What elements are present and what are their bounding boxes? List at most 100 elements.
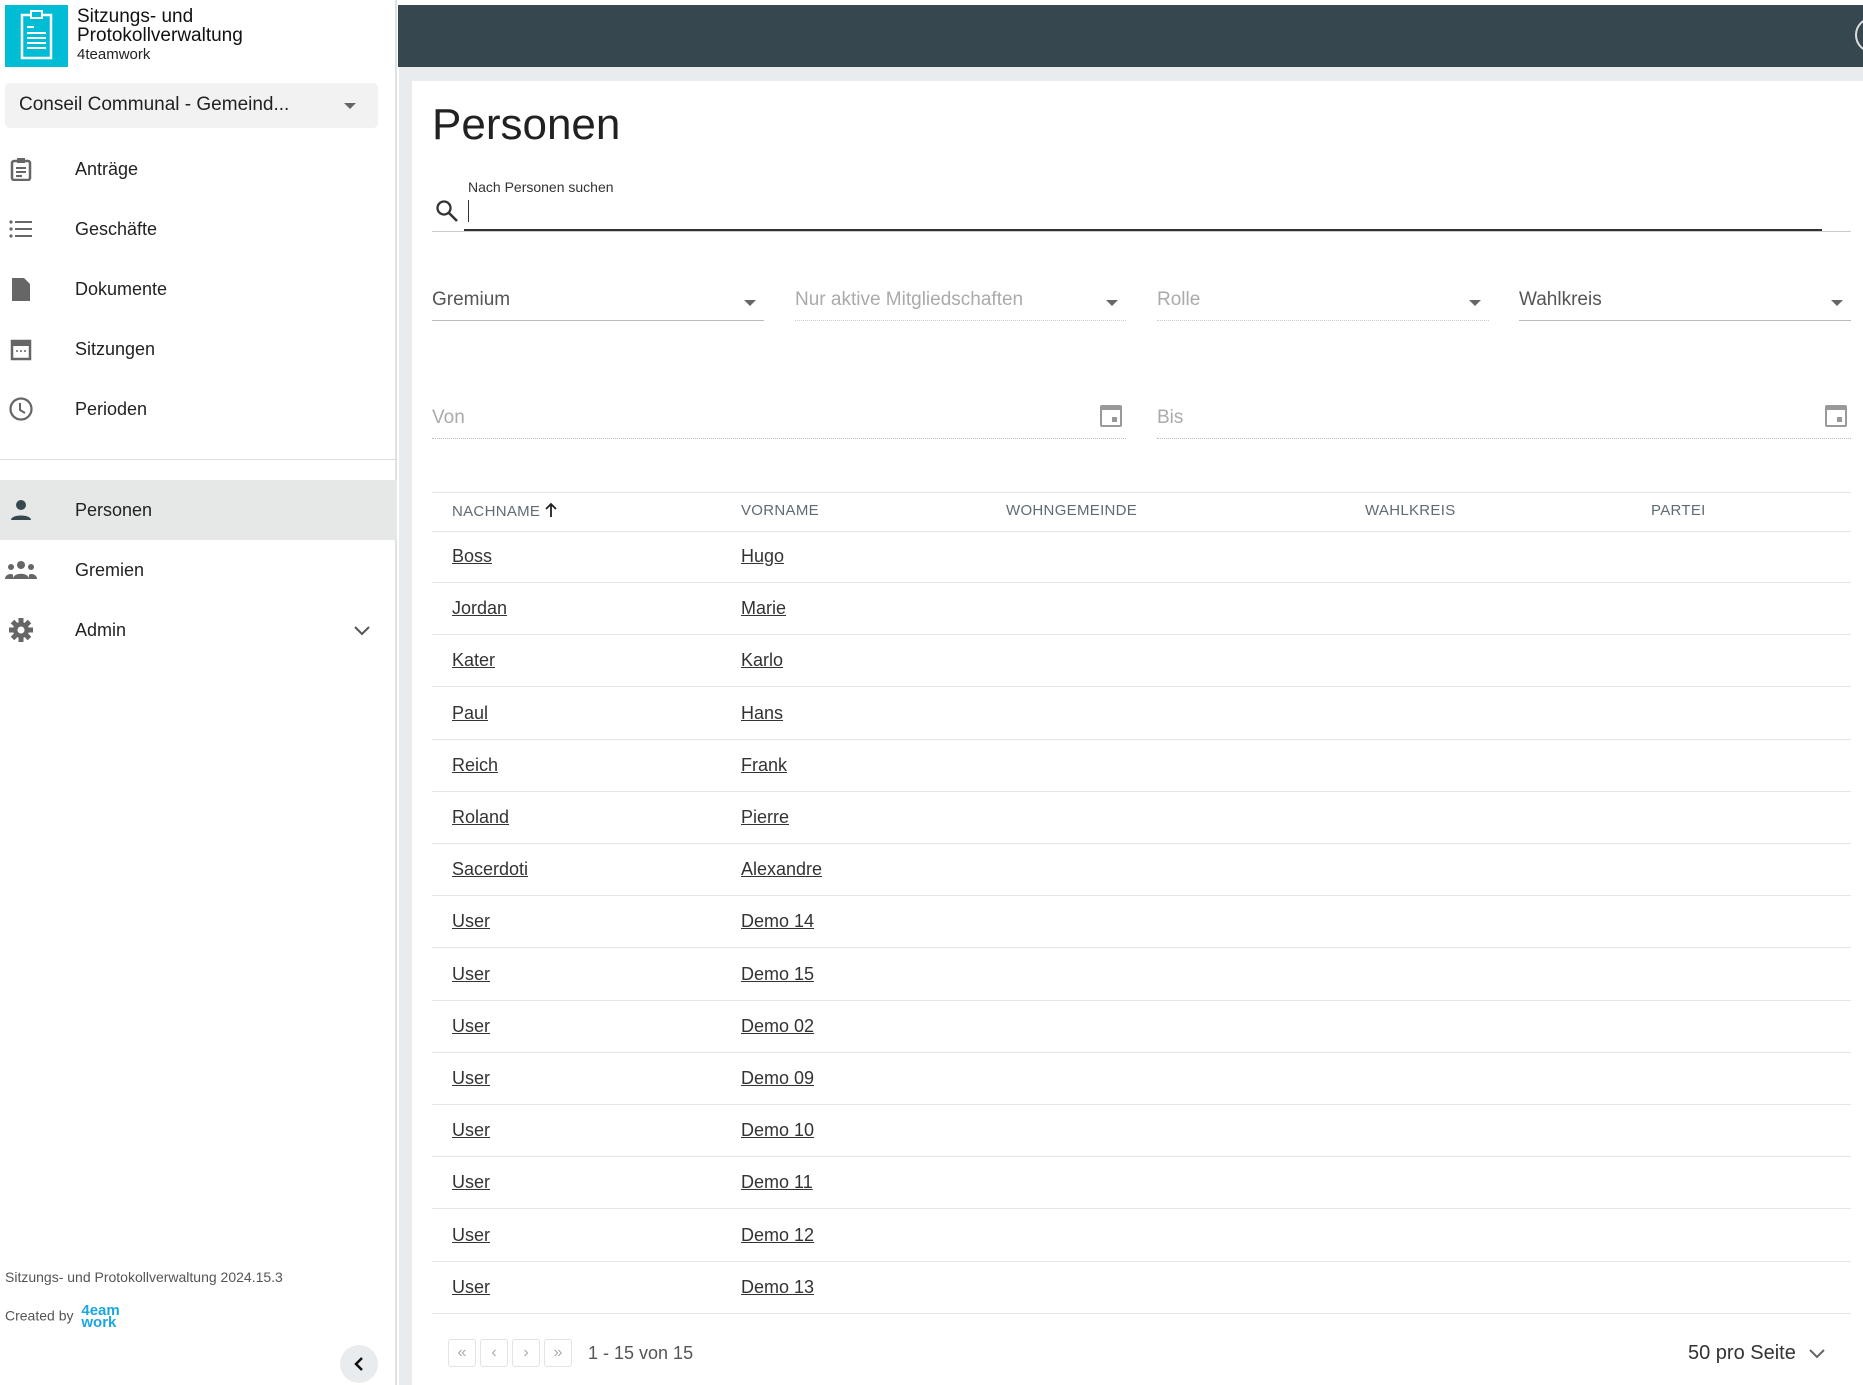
sidebar-divider bbox=[0, 459, 397, 460]
page-title: Personen bbox=[432, 100, 621, 149]
user-avatar[interactable] bbox=[1855, 17, 1863, 53]
search-divider bbox=[432, 231, 1851, 232]
nachname-link[interactable]: User bbox=[452, 1120, 491, 1141]
search-underline bbox=[464, 229, 1822, 231]
vorname-link[interactable]: Pierre bbox=[741, 807, 790, 827]
calendar-icon[interactable] bbox=[1825, 405, 1847, 427]
table-row: Jordan Marie bbox=[432, 583, 1851, 636]
mitgliedschaften-select[interactable]: Nur aktive Mitgliedschaften bbox=[795, 281, 1126, 321]
search-label: Nach Personen suchen bbox=[468, 179, 614, 195]
table-row: User Demo 14 bbox=[432, 896, 1851, 949]
dropdown-caret-icon bbox=[1106, 300, 1118, 306]
calendar-icon bbox=[8, 336, 34, 362]
vorname-link[interactable]: Demo 10 bbox=[741, 1120, 815, 1141]
nachname-link[interactable]: Roland bbox=[452, 807, 510, 827]
vorname-link[interactable]: Demo 14 bbox=[741, 911, 815, 932]
chevron-down-icon bbox=[354, 620, 370, 641]
vorname-link[interactable]: Alexandre bbox=[741, 859, 823, 880]
nachname-link[interactable]: User bbox=[452, 911, 491, 932]
gear-icon bbox=[8, 617, 34, 643]
table-row: Sacerdoti Alexandre bbox=[432, 844, 1851, 897]
vorname-link[interactable]: Marie bbox=[741, 598, 787, 619]
table-row: User Demo 12 bbox=[432, 1210, 1851, 1262]
sidebar-item-geschaefte[interactable]: Geschäfte bbox=[0, 199, 397, 259]
table-row: Paul Hans bbox=[432, 688, 1851, 740]
column-header-nachname[interactable]: NACHNAME bbox=[452, 502, 557, 520]
vorname-link[interactable]: Demo 13 bbox=[741, 1276, 815, 1297]
nachname-link[interactable]: User bbox=[452, 1172, 491, 1193]
next-page-button[interactable]: › bbox=[512, 1339, 540, 1367]
nav-label: Admin bbox=[75, 619, 127, 640]
rolle-select[interactable]: Rolle bbox=[1157, 281, 1489, 321]
nachname-link[interactable]: User bbox=[452, 1068, 491, 1088]
list-icon bbox=[8, 216, 34, 242]
collapse-sidebar-button[interactable] bbox=[340, 1345, 378, 1383]
dropdown-caret-icon bbox=[344, 103, 356, 109]
column-header-wohngemeinde[interactable]: WOHNGEMEINDE bbox=[1006, 502, 1138, 519]
nav-label: Perioden bbox=[75, 398, 148, 419]
dropdown-caret-icon bbox=[744, 300, 756, 306]
created-by: Created by 4eam work bbox=[5, 1302, 120, 1331]
gremium-select[interactable]: Gremium bbox=[432, 281, 764, 321]
nachname-link[interactable]: Reich bbox=[452, 754, 499, 775]
nachname-link[interactable]: User bbox=[452, 1015, 491, 1036]
context-select[interactable]: Conseil Communal - Gemeind... bbox=[5, 83, 378, 128]
vorname-link[interactable]: Hans bbox=[741, 702, 784, 723]
app-logo bbox=[5, 5, 68, 67]
bis-date-input[interactable]: Bis bbox=[1157, 399, 1851, 439]
column-header-wahlkreis[interactable]: WAHLKREIS bbox=[1365, 502, 1456, 519]
table-header-border bbox=[432, 531, 1851, 532]
von-date-input[interactable]: Von bbox=[432, 399, 1126, 439]
table-row: User Demo 15 bbox=[432, 949, 1851, 1001]
search-input[interactable] bbox=[464, 197, 1822, 229]
person-icon bbox=[8, 497, 34, 523]
nachname-link[interactable]: User bbox=[452, 1224, 491, 1245]
sidebar-item-dokumente[interactable]: Dokumente bbox=[0, 259, 397, 319]
sort-ascending-icon bbox=[545, 502, 557, 517]
clipboard-icon bbox=[8, 156, 34, 182]
nachname-link[interactable]: User bbox=[452, 963, 491, 984]
chevron-down-icon bbox=[1809, 1349, 1826, 1359]
last-page-button[interactable]: » bbox=[544, 1339, 572, 1367]
page-size-select[interactable]: 50 pro Seite bbox=[1688, 1342, 1826, 1365]
table-row: Kater Karlo bbox=[432, 635, 1851, 688]
column-header-partei[interactable]: PARTEI bbox=[1651, 502, 1706, 519]
vorname-link[interactable]: Demo 09 bbox=[741, 1068, 815, 1088]
calendar-icon[interactable] bbox=[1100, 405, 1122, 427]
nachname-link[interactable]: User bbox=[452, 1276, 491, 1297]
nachname-link[interactable]: Paul bbox=[452, 702, 489, 723]
nachname-link[interactable]: Sacerdoti bbox=[452, 859, 529, 880]
nav-label: Personen bbox=[75, 499, 153, 520]
sidebar-item-personen[interactable]: Personen bbox=[0, 480, 397, 540]
sidebar-item-perioden[interactable]: Perioden bbox=[0, 379, 397, 439]
vorname-link[interactable]: Demo 02 bbox=[741, 1015, 815, 1036]
vorname-link[interactable]: Frank bbox=[741, 754, 788, 775]
previous-page-button[interactable]: ‹ bbox=[480, 1339, 508, 1367]
vorname-link[interactable]: Karlo bbox=[741, 650, 784, 671]
vorname-link[interactable]: Demo 11 bbox=[741, 1172, 813, 1193]
vorname-link[interactable]: Demo 12 bbox=[741, 1224, 815, 1245]
sidebar-item-antraege[interactable]: Anträge bbox=[0, 139, 397, 199]
nachname-link[interactable]: Kater bbox=[452, 650, 496, 671]
vorname-link[interactable]: Demo 15 bbox=[741, 963, 815, 984]
table-row: User Demo 13 bbox=[432, 1262, 1851, 1314]
context-select-value: Conseil Communal - Gemeind... bbox=[19, 94, 290, 115]
sidebar-item-sitzungen[interactable]: Sitzungen bbox=[0, 319, 397, 379]
column-header-vorname[interactable]: VORNAME bbox=[741, 502, 819, 519]
vorname-link[interactable]: Hugo bbox=[741, 546, 785, 566]
nachname-link[interactable]: Jordan bbox=[452, 598, 508, 619]
document-icon bbox=[8, 276, 34, 302]
top-bar bbox=[398, 5, 1863, 67]
nav-label: Dokumente bbox=[75, 278, 168, 299]
table-row: Reich Frank bbox=[432, 740, 1851, 792]
version-text: Sitzungs- und Protokollverwaltung 2024.1… bbox=[5, 1269, 283, 1285]
app-subtitle: 4teamwork bbox=[77, 46, 151, 63]
wahlkreis-select[interactable]: Wahlkreis bbox=[1519, 281, 1851, 321]
nachname-link[interactable]: Boss bbox=[452, 546, 493, 566]
table-row: User Demo 09 bbox=[432, 1053, 1851, 1105]
4teamwork-logo[interactable]: 4eam work bbox=[81, 1302, 120, 1331]
table-row: User Demo 11 bbox=[432, 1157, 1851, 1210]
sidebar-item-gremien[interactable]: Gremien bbox=[0, 540, 397, 600]
first-page-button[interactable]: « bbox=[448, 1339, 476, 1367]
sidebar-item-admin[interactable]: Admin bbox=[0, 600, 397, 660]
